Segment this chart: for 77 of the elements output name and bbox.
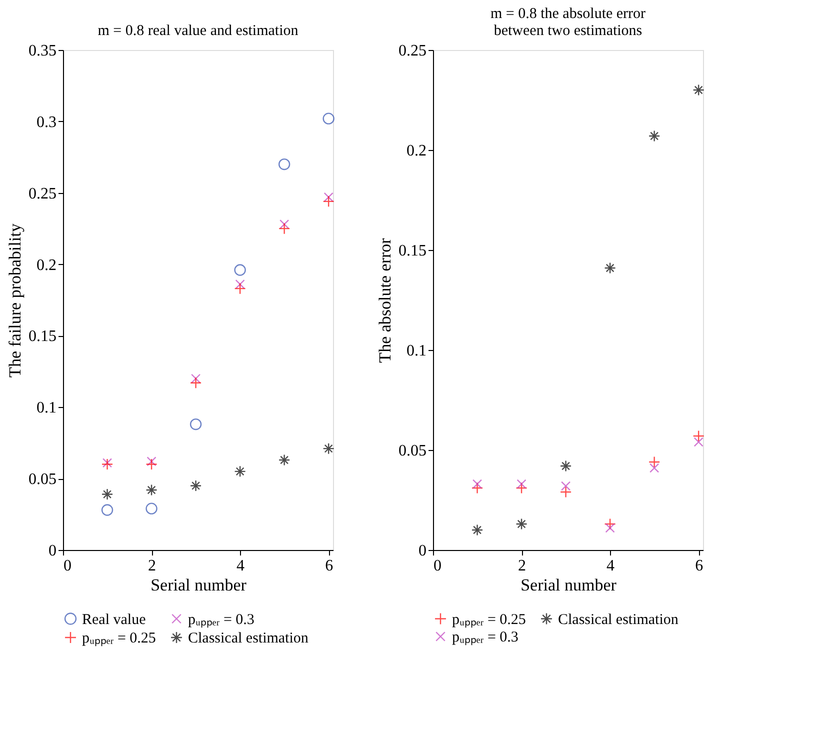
point: [190, 480, 202, 492]
x-axis-title: Serial number: [150, 576, 247, 594]
x-tick-label: 4: [606, 558, 615, 574]
point: [604, 518, 616, 530]
point: [280, 219, 290, 230]
y-tick-label: 0.15: [398, 242, 426, 260]
y-tick-label: 0.1: [406, 342, 426, 360]
x-tick-label: 4: [236, 558, 245, 574]
legend-label: pᵤₚₚₑᵣ = 0.3: [452, 630, 518, 646]
point: [101, 504, 114, 516]
point: [560, 481, 571, 491]
x-tick-label: 6: [325, 558, 334, 574]
y-tick-label: 0.25: [398, 42, 426, 60]
point: [560, 486, 572, 498]
point: [604, 262, 616, 274]
point: [146, 484, 158, 496]
y-tick-label: 0.35: [28, 42, 56, 60]
y-tick-label: 0.05: [28, 471, 56, 488]
point: [692, 430, 704, 442]
point: [146, 456, 156, 466]
point: [146, 502, 158, 514]
chart-title: m = 0.8 real value and estimation: [98, 23, 299, 39]
point: [648, 456, 660, 468]
point: [472, 479, 482, 489]
point: [278, 222, 290, 234]
point: [234, 282, 246, 294]
point: [234, 466, 246, 478]
y-tick-label: 0.25: [28, 185, 56, 202]
point: [322, 112, 334, 124]
legend-label: Classical estimation: [188, 630, 309, 646]
point: [648, 130, 660, 142]
x-tick-label: 0: [64, 558, 72, 574]
point: [322, 196, 334, 208]
y-tick-label: 0: [418, 542, 426, 560]
point: [101, 458, 114, 470]
point: [605, 523, 615, 533]
point: [146, 458, 158, 470]
y-axis-title: The absolute error: [376, 238, 394, 363]
y-tick-label: 0.1: [36, 400, 56, 417]
y-tick-label: 0.2: [36, 256, 56, 274]
legend-label: pᵤₚₚₑᵣ = 0.25: [452, 612, 526, 628]
point: [278, 158, 290, 170]
point: [190, 418, 202, 430]
y-tick-label: 0.3: [36, 114, 56, 131]
chart-title: m = 0.8 the absolute error between two estimations: [490, 6, 646, 39]
point: [190, 377, 202, 389]
y-tick-label: 0.2: [406, 142, 426, 160]
legend-label: pᵤₚₚₑᵣ = 0.3: [188, 612, 254, 628]
point: [278, 454, 290, 466]
point: [324, 192, 334, 202]
point: [234, 264, 246, 276]
point: [516, 482, 528, 494]
point: [102, 458, 112, 468]
point: [692, 84, 704, 96]
point: [694, 437, 704, 447]
point: [322, 442, 334, 454]
point: [190, 374, 201, 384]
x-tick-label: 6: [695, 558, 704, 574]
x-tick-label: 0: [434, 558, 442, 574]
point: [560, 460, 572, 472]
legend-label: pᵤₚₚₑᵣ = 0.25: [82, 630, 156, 646]
y-tick-label: 0.15: [28, 328, 56, 346]
y-tick-label: 0.05: [398, 442, 426, 460]
legend-label: Classical estimation: [558, 612, 679, 628]
x-tick-label: 2: [518, 558, 526, 574]
point: [650, 463, 660, 473]
point: [516, 479, 526, 489]
x-tick-label: 2: [148, 558, 156, 574]
point: [516, 518, 528, 530]
y-axis-title: The failure probability: [6, 223, 24, 378]
point: [471, 482, 484, 494]
x-axis-title: Serial number: [520, 576, 617, 594]
y-tick-label: 0: [48, 542, 56, 560]
point: [235, 279, 245, 290]
legend-label: Real value: [82, 612, 146, 628]
point: [101, 488, 114, 500]
point: [471, 524, 484, 536]
